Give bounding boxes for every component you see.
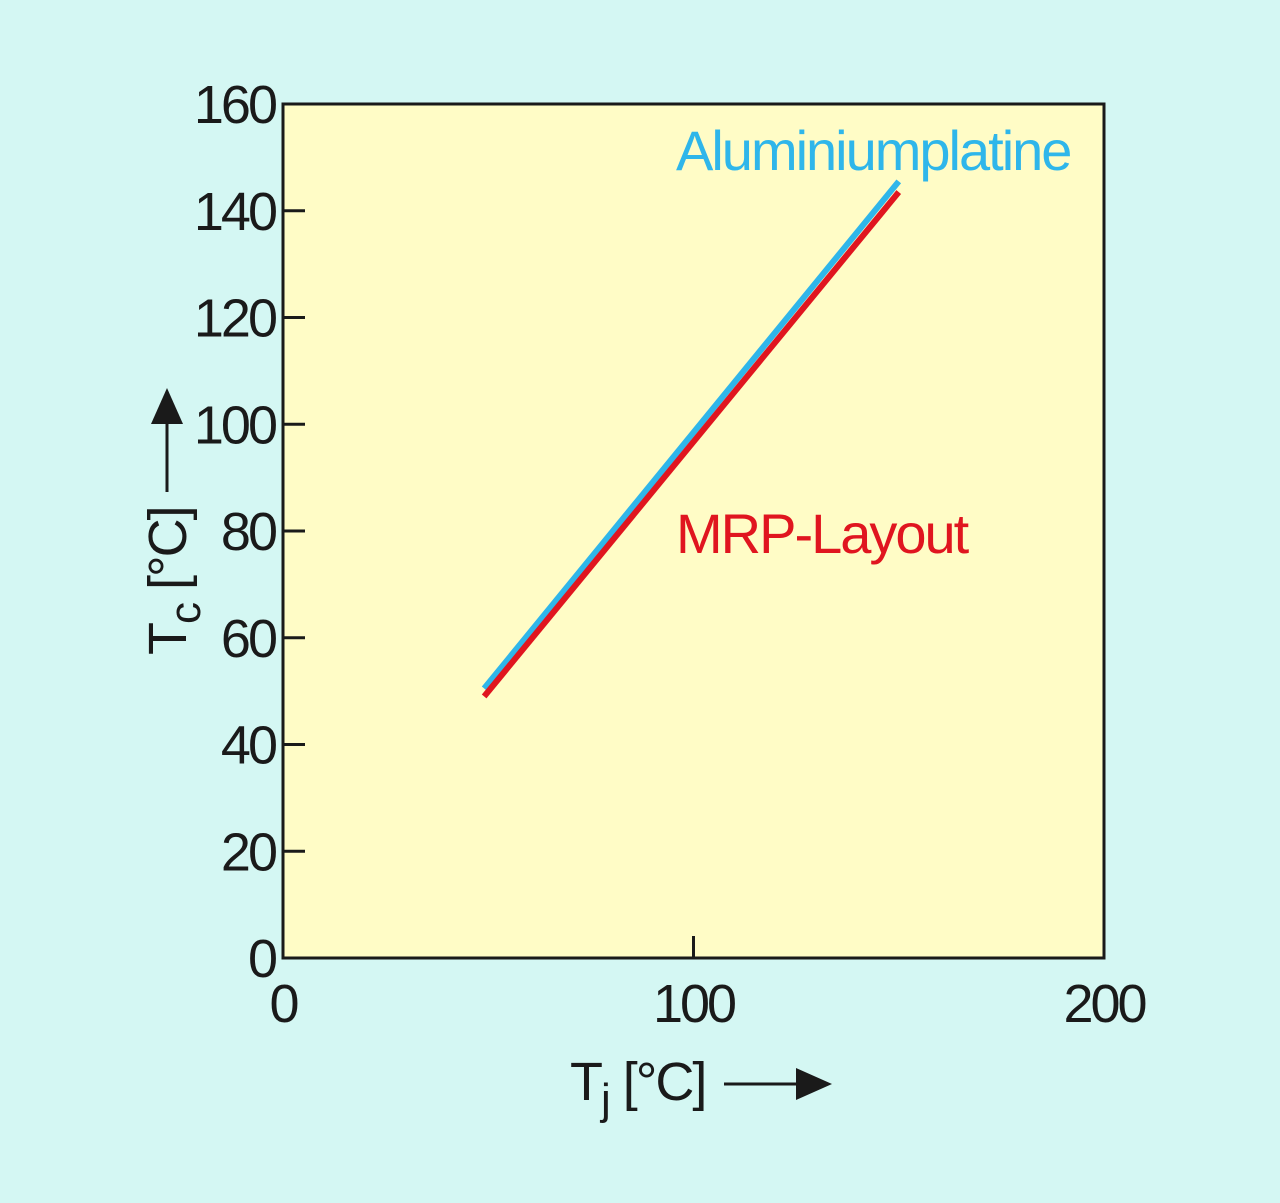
x-axis-title-main: T bbox=[570, 1052, 602, 1112]
y-tick-label: 60 bbox=[221, 609, 276, 669]
series-label-aluminiumplatine: Aluminiumplatine bbox=[676, 119, 1070, 182]
y-tick-label: 140 bbox=[194, 182, 276, 242]
y-axis-title-group: Tc [°C] bbox=[138, 507, 210, 655]
axis-titles: Tj [°C] Tc [°C] bbox=[138, 388, 832, 1124]
y-axis-title-sub: c bbox=[161, 603, 210, 624]
x-tick-label: 0 bbox=[269, 974, 297, 1034]
y-axis-arrow-head bbox=[151, 388, 183, 424]
x-axis-title: Tj [°C] bbox=[570, 1052, 705, 1124]
x-axis-title-unit: [°C] bbox=[623, 1052, 706, 1112]
axis-ticks: 0 20 40 60 80 100 120 140 160 0 100 200 bbox=[194, 75, 1149, 1034]
series-label-mrp-layout: MRP-Layout bbox=[676, 502, 970, 565]
y-tick-label: 80 bbox=[221, 502, 276, 562]
y-tick-label: 120 bbox=[194, 289, 276, 349]
x-axis-title-sub: j bbox=[599, 1075, 609, 1124]
series-labels: Aluminiumplatine MRP-Layout bbox=[676, 119, 1072, 565]
plot-area bbox=[281, 102, 1106, 960]
series-lines bbox=[481, 179, 902, 699]
y-tick-label: 20 bbox=[221, 822, 276, 882]
y-axis-title: Tc [°C] bbox=[138, 507, 210, 655]
x-tick-label: 100 bbox=[653, 974, 735, 1034]
y-tick-label: 160 bbox=[194, 75, 276, 135]
y-tick-label: 100 bbox=[194, 395, 276, 455]
y-axis-title-main: T bbox=[138, 623, 198, 655]
y-axis-title-unit: [°C] bbox=[138, 507, 198, 590]
series-line-aluminiumplatine bbox=[481, 179, 902, 691]
x-axis-arrow-head bbox=[796, 1068, 832, 1100]
y-tick-label: 40 bbox=[221, 716, 276, 776]
series-line-mrp-layout bbox=[481, 190, 902, 699]
x-tick-label: 200 bbox=[1063, 974, 1145, 1034]
y-tick-label: 0 bbox=[248, 929, 276, 989]
